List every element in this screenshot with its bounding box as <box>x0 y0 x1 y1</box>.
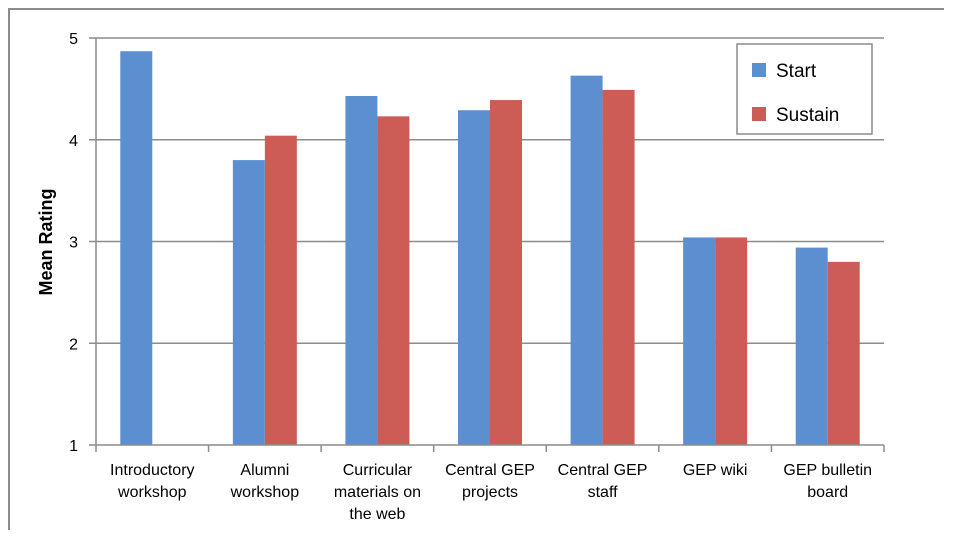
chart-frame <box>8 8 944 530</box>
x-category-label: the web <box>349 506 405 523</box>
x-category-label: GEP bulletin <box>783 462 872 479</box>
x-category-label: workshop <box>117 484 187 501</box>
bar-sustain-1 <box>264 135 297 445</box>
bar-start-1 <box>232 160 265 445</box>
x-category-label: Introductory <box>110 462 194 479</box>
bar-sustain-5 <box>715 237 748 445</box>
legend: Start Sustain <box>736 43 873 135</box>
y-tick-label: 1 <box>69 438 78 455</box>
x-category-label: Central GEP <box>558 462 648 479</box>
y-tick-labels: 1 2 3 4 5 <box>69 31 78 455</box>
bar-start-2 <box>345 95 378 445</box>
x-category-label: materials on <box>334 484 421 501</box>
y-axis-label: Mean Rating <box>36 188 56 295</box>
x-category-label: projects <box>462 484 518 501</box>
x-category-label: staff <box>588 484 619 501</box>
legend-label-sustain: Sustain <box>776 105 839 126</box>
bar-sustain-6 <box>827 261 860 445</box>
y-tick-label: 5 <box>69 31 78 48</box>
x-category-label: GEP wiki <box>683 462 748 479</box>
x-category-label: workshop <box>230 484 300 501</box>
x-category-label: Central GEP <box>445 462 535 479</box>
y-tick-label: 4 <box>69 133 78 150</box>
legend-swatch-sustain <box>752 107 766 121</box>
x-category-label: board <box>807 484 848 501</box>
axes <box>89 37 885 452</box>
bar-start-3 <box>458 110 490 446</box>
x-category-labels: Introductory workshop Alumni workshop Curric… <box>110 462 872 523</box>
bar-start-6 <box>795 247 828 445</box>
x-category-label: Alumni <box>240 462 289 479</box>
bar-start-4 <box>570 75 603 446</box>
bar-sustain-3 <box>490 100 522 445</box>
bar-start-0 <box>120 51 153 445</box>
bar-sustain-4 <box>602 89 635 445</box>
bar-start-5 <box>683 237 716 445</box>
x-category-label: Curricular <box>343 462 413 479</box>
bar-sustain-2 <box>377 116 410 445</box>
legend-label-start: Start <box>776 61 817 82</box>
legend-swatch-start <box>752 63 766 77</box>
bars <box>120 51 860 446</box>
y-tick-label: 2 <box>69 336 78 353</box>
y-tick-label: 3 <box>69 235 78 252</box>
